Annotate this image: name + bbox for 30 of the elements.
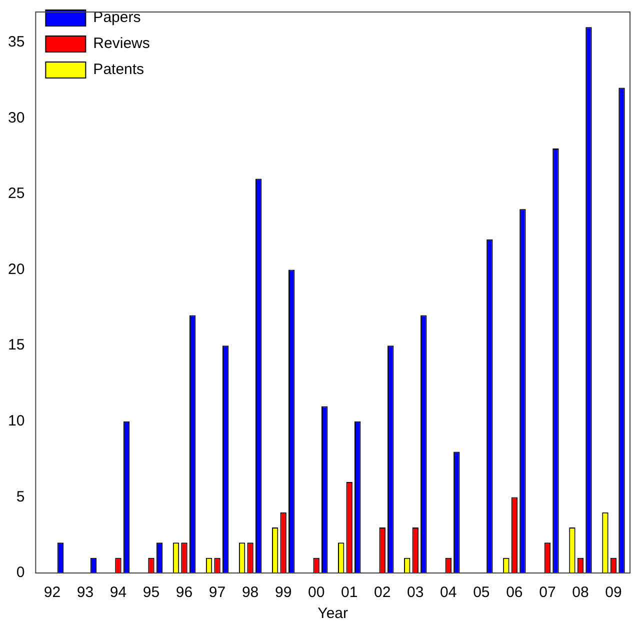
- y-tick-label: 35: [8, 33, 25, 50]
- y-tick-label: 15: [8, 336, 25, 354]
- legend-label: Reviews: [93, 35, 150, 52]
- x-tick-label: 96: [176, 584, 193, 602]
- legend-label: Papers: [93, 9, 141, 26]
- x-axis-title: Year: [318, 605, 348, 622]
- x-tick-label: 09: [605, 584, 622, 602]
- x-tick-label: 93: [76, 584, 94, 602]
- y-tick-label: 5: [16, 488, 25, 506]
- x-tick-label: 99: [274, 584, 292, 602]
- y-tick-label: 0: [16, 564, 25, 582]
- y-tick-label: 25: [8, 185, 25, 202]
- x-tick-label: 02: [374, 584, 391, 602]
- x-tick-label: 05: [473, 584, 490, 602]
- x-tick-label: 95: [142, 584, 160, 602]
- x-tick-label: 97: [208, 584, 226, 602]
- x-tick-label: 01: [341, 584, 358, 602]
- y-tick-label: 30: [8, 109, 25, 126]
- legend-label: Patents: [93, 61, 144, 78]
- x-tick-label: 98: [242, 584, 259, 602]
- y-tick-label: 10: [8, 412, 25, 430]
- x-tick-label: 00: [308, 584, 325, 602]
- y-tick-label: 20: [8, 260, 25, 278]
- x-tick-label: 03: [407, 584, 424, 602]
- x-tick-label: 07: [539, 584, 556, 602]
- x-tick-label: 08: [572, 584, 589, 602]
- x-tick-label: 92: [44, 584, 61, 602]
- x-tick-label: 94: [110, 584, 127, 602]
- x-tick-label: 06: [506, 584, 523, 602]
- x-tick-label: 04: [440, 584, 457, 602]
